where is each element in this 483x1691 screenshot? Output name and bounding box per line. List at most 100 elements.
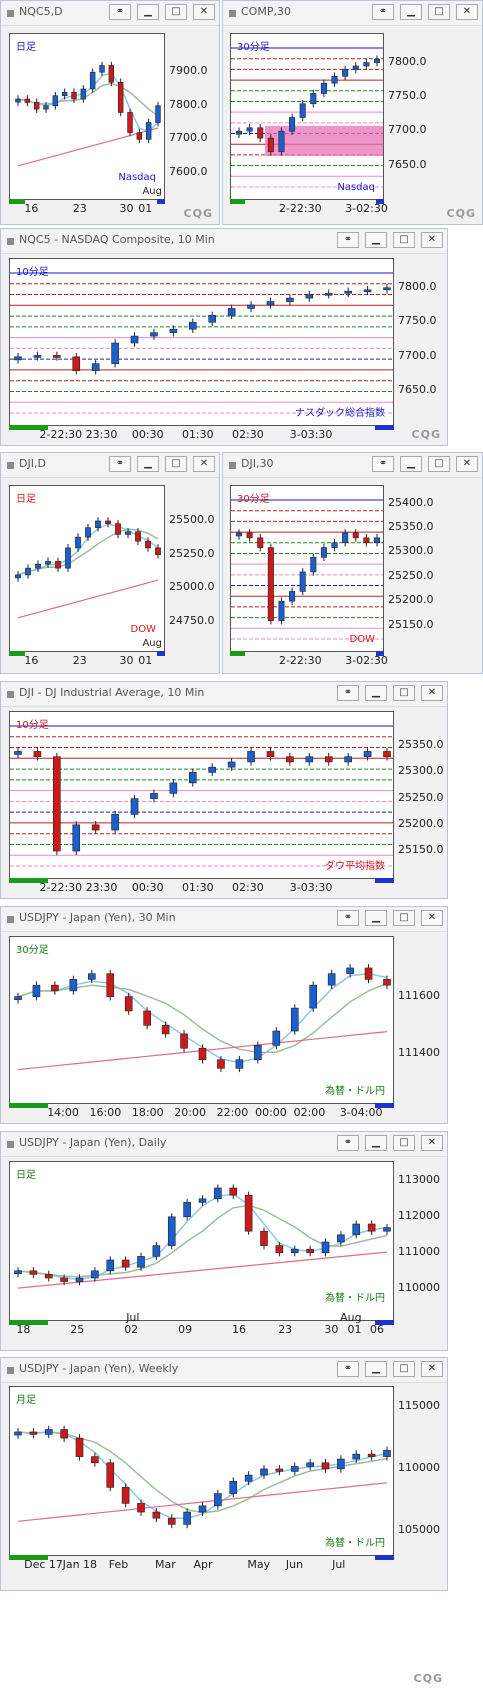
x-tick-label: 30 — [119, 202, 134, 215]
candle-body — [229, 1480, 238, 1494]
candle-body — [363, 537, 370, 544]
candle-body — [15, 574, 21, 579]
window-title: NQC5,D — [19, 5, 63, 18]
y-tick-label: 25500.0 — [169, 512, 215, 526]
y-tick-label: 25200.0 — [398, 816, 444, 830]
close-button[interactable]: ✕ — [421, 232, 443, 248]
candle-body — [257, 127, 264, 139]
plot-area: 10分足 ナスダック総合指数 — [9, 258, 394, 426]
close-button[interactable]: ✕ — [421, 685, 443, 701]
link-icon[interactable]: ⚭ — [372, 456, 394, 472]
candle-body — [91, 824, 100, 831]
y-tick-label: 7800.0 — [169, 97, 208, 111]
candle-body — [320, 82, 327, 94]
candle-body — [327, 973, 336, 986]
session-strip-green — [9, 878, 48, 883]
y-tick-label: 7800.0 — [388, 54, 427, 68]
candle-body — [155, 547, 161, 555]
candle-body — [235, 532, 243, 537]
maximize-button[interactable]: □ — [393, 685, 415, 701]
session-strip-green — [9, 651, 25, 656]
x-tick-label: 00:30 — [131, 881, 164, 894]
x-tick-label: 02:00 — [293, 1106, 326, 1119]
maximize-button[interactable]: □ — [165, 4, 187, 20]
candle-body — [72, 824, 81, 852]
maximize-button[interactable]: □ — [393, 1135, 415, 1151]
link-icon[interactable]: ⚭ — [109, 4, 131, 20]
x-tick-label: 16 — [232, 1323, 246, 1336]
link-icon[interactable]: ⚭ — [337, 1135, 359, 1151]
x-tick-label: 14:00 — [47, 1106, 79, 1119]
candle-body — [52, 95, 59, 107]
minimize-button[interactable]: ▁ — [365, 1135, 387, 1151]
maximize-button[interactable]: □ — [165, 456, 187, 472]
candle-body — [130, 335, 139, 344]
candle-body — [383, 287, 391, 291]
chart-svg — [10, 272, 393, 414]
timeframe-label: 月足 — [16, 1395, 36, 1406]
maximize-button[interactable]: □ — [393, 910, 415, 926]
maximize-button[interactable]: □ — [393, 1361, 415, 1377]
link-icon[interactable]: ⚭ — [109, 456, 131, 472]
x-tick-label: 25 — [70, 1323, 85, 1336]
minimize-button[interactable]: ▁ — [137, 456, 159, 472]
candle-body — [227, 308, 236, 316]
y-tick-label: 105000 — [398, 1522, 440, 1536]
close-button[interactable]: ✕ — [193, 456, 215, 472]
minimize-button[interactable]: ▁ — [400, 4, 422, 20]
candle-body — [169, 328, 178, 333]
close-button[interactable]: ✕ — [456, 456, 478, 472]
month-label: Aug — [142, 638, 162, 649]
plot-area: 30分足 為替・ドル円 — [9, 936, 394, 1104]
chart-svg — [15, 517, 161, 619]
link-icon[interactable]: ⚭ — [337, 910, 359, 926]
y-tick-label: 7600.0 — [169, 164, 208, 178]
x-tick-label: 18 — [16, 1323, 31, 1336]
minimize-button[interactable]: ▁ — [365, 1361, 387, 1377]
candle-body — [217, 1059, 225, 1069]
timeframe-label: 30分足 — [237, 494, 270, 505]
maximize-button[interactable]: □ — [393, 232, 415, 248]
minimize-button[interactable]: ▁ — [137, 4, 159, 20]
minimize-button[interactable]: ▁ — [365, 910, 387, 926]
candle-body — [299, 571, 306, 592]
candle-body — [43, 105, 49, 110]
close-button[interactable]: ✕ — [421, 1361, 443, 1377]
link-icon[interactable]: ⚭ — [337, 685, 359, 701]
close-button[interactable]: ✕ — [421, 910, 443, 926]
window-icon — [7, 10, 14, 17]
candle-body — [373, 58, 381, 63]
chart-svg — [10, 725, 393, 867]
close-button[interactable]: ✕ — [421, 1135, 443, 1151]
candle-body — [14, 1270, 22, 1274]
session-strip-blue — [374, 425, 394, 430]
x-tick-label: Mar — [155, 1558, 176, 1571]
x-tick-label: 2-22:30 — [39, 428, 83, 441]
candle-body — [198, 1198, 207, 1203]
minimize-button[interactable]: ▁ — [400, 456, 422, 472]
candle-body — [198, 1047, 207, 1061]
plot-area: 10分足 ダウ平均指数 — [9, 711, 394, 879]
link-icon[interactable]: ⚭ — [372, 4, 394, 20]
title-bar: NQC5 - NASDAQ Composite, 10 Min ⚭ ▁ □ ✕ — [1, 229, 447, 254]
minimize-button[interactable]: ▁ — [365, 232, 387, 248]
title-bar: NQC5,D ⚭ ▁ □ ✕ — [1, 1, 219, 26]
close-button[interactable]: ✕ — [456, 4, 478, 20]
candle-body — [29, 1431, 38, 1435]
link-icon[interactable]: ⚭ — [337, 232, 359, 248]
minimize-button[interactable]: ▁ — [365, 685, 387, 701]
candle-body — [60, 1277, 68, 1282]
window-title: COMP,30 — [241, 5, 291, 18]
x-tick-label: 02:30 — [232, 428, 264, 441]
y-tick-label: 25250.0 — [169, 546, 215, 560]
y-tick-label: 115000 — [398, 1399, 440, 1413]
candle-body — [383, 1450, 391, 1457]
timeframe-label: 日足 — [16, 1170, 36, 1181]
maximize-button[interactable]: □ — [428, 4, 450, 20]
chart-window-w3: NQC5 - NASDAQ Composite, 10 Min ⚭ ▁ □ ✕ 10分足ナ… — [0, 228, 448, 446]
x-tick-label: 2-22:30 — [278, 654, 322, 667]
close-button[interactable]: ✕ — [193, 4, 215, 20]
link-icon[interactable]: ⚭ — [337, 1361, 359, 1377]
maximize-button[interactable]: □ — [428, 456, 450, 472]
candle-body — [88, 973, 96, 980]
